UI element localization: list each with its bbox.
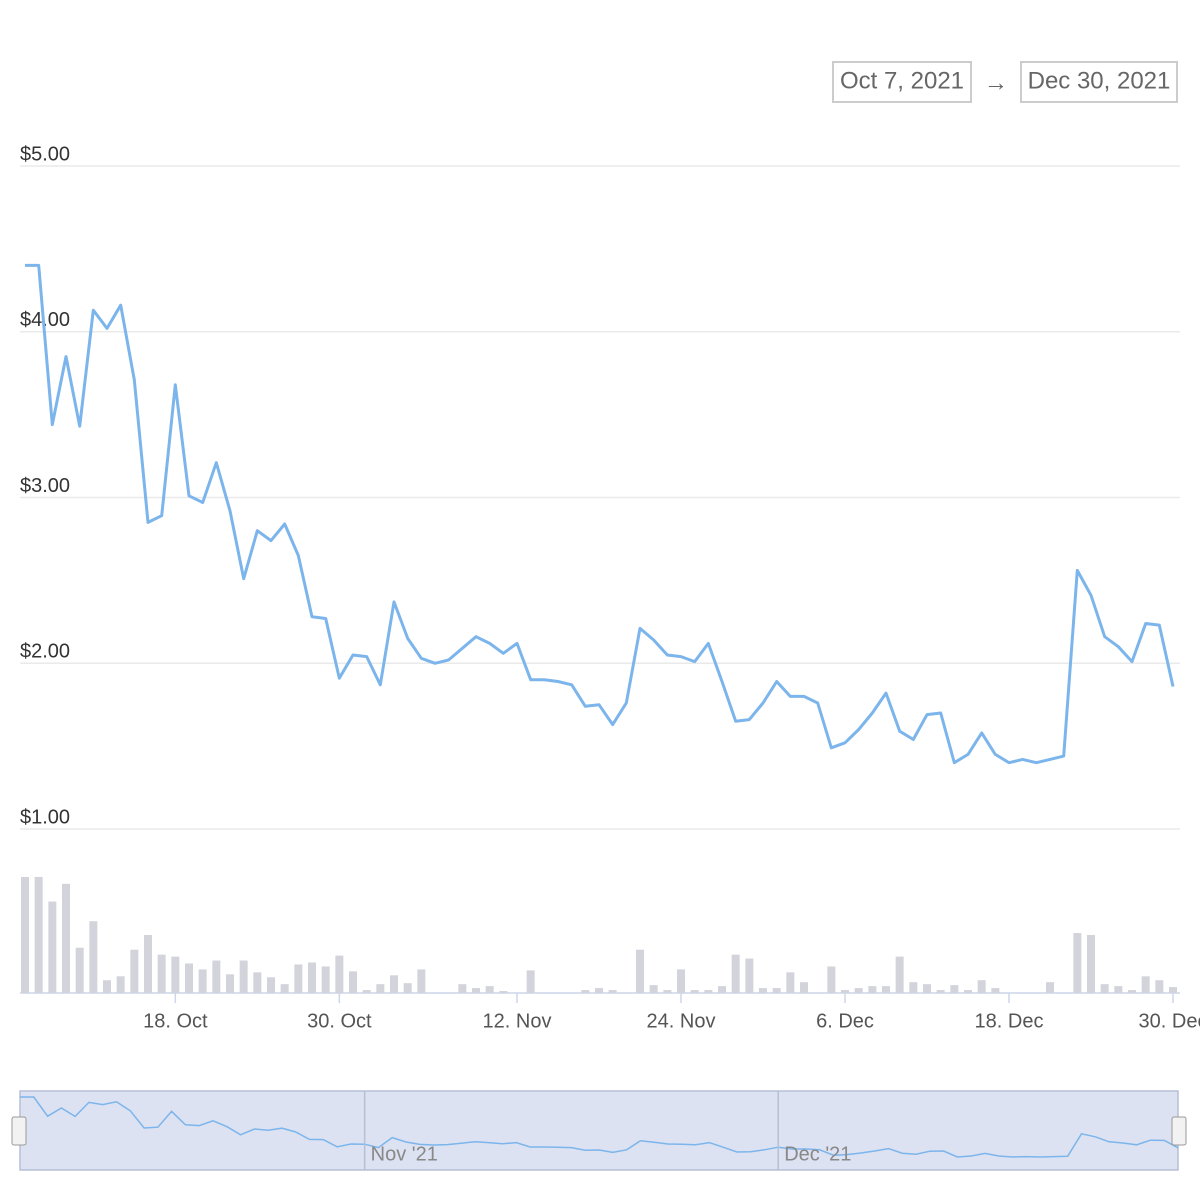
volume-bar: [253, 972, 262, 993]
volume-bar: [964, 990, 972, 993]
volume-bar: [48, 901, 57, 993]
volume-bar: [1141, 976, 1150, 993]
volume-bar: [1100, 984, 1109, 993]
volume-bar: [649, 985, 658, 993]
volume-bar: [403, 983, 412, 993]
volume-bar: [745, 958, 754, 993]
volume-bar: [267, 977, 275, 993]
x-tick-label: 12. Nov: [483, 1010, 552, 1032]
volume-bar: [157, 954, 166, 993]
range-from[interactable]: Oct 7, 2021: [840, 67, 964, 94]
volume-bar: [841, 990, 849, 993]
volume-bar: [62, 883, 70, 993]
volume-bar: [526, 970, 535, 993]
volume-bar: [895, 956, 904, 993]
volume-bar: [1114, 986, 1123, 993]
volume-bar: [772, 988, 781, 993]
volume-bar: [472, 988, 480, 993]
volume-bar: [1087, 934, 1095, 993]
volume-bar: [308, 962, 316, 993]
volume-bar: [854, 988, 863, 993]
volume-bar: [130, 949, 139, 993]
volume-bar: [868, 986, 877, 993]
y-tick-label: $4.00: [20, 309, 70, 331]
volume-bar: [485, 986, 494, 993]
volume-bar: [417, 969, 426, 993]
price-line: [25, 263, 1175, 765]
volume-bar: [636, 949, 644, 993]
volume-bar: [185, 963, 193, 993]
volume-bar: [499, 991, 508, 993]
volume-bar: [786, 972, 795, 993]
x-tick-label: 18. Oct: [143, 1010, 208, 1032]
volume-bar: [677, 969, 685, 993]
volume-bar: [390, 975, 398, 993]
volume-bar: [171, 956, 180, 993]
volume-bar: [1169, 987, 1177, 993]
volume-bar: [731, 954, 740, 993]
volume-bar: [909, 982, 918, 993]
y-tick-label: $1.00: [20, 806, 70, 828]
volume-bar: [800, 982, 808, 993]
volume-bar: [581, 990, 590, 993]
x-tick-label: 30. Oct: [307, 1010, 372, 1032]
x-tick-label: 6. Dec: [816, 1010, 874, 1032]
volume-bar: [34, 876, 43, 993]
navigator-mask[interactable]: [19, 1090, 1179, 1171]
navigator-handle[interactable]: [1171, 1116, 1187, 1146]
volume-bar: [1073, 933, 1082, 993]
x-tick-label: 24. Nov: [647, 1010, 716, 1032]
x-tick-label: 30. Dec: [1139, 1010, 1200, 1032]
volume-bar: [936, 990, 945, 993]
navigator-line: [20, 1096, 1179, 1158]
volume-bar: [977, 980, 986, 993]
volume-bar: [595, 988, 603, 993]
volume-bar: [294, 964, 303, 993]
volume-bar: [663, 990, 672, 993]
volume-bar: [75, 947, 84, 993]
volume-bar: [923, 984, 931, 993]
range-arrow: →: [984, 69, 1008, 96]
volume-bar: [882, 986, 890, 993]
y-tick-label: $3.00: [20, 475, 70, 497]
volume-bar: [212, 960, 221, 993]
y-tick-label: $5.00: [20, 143, 70, 165]
volume-bar: [950, 985, 959, 993]
volume-bar: [1128, 990, 1136, 993]
volume-bar: [362, 990, 371, 993]
x-tick-label: 18. Dec: [975, 1010, 1044, 1032]
volume-bar: [690, 990, 699, 993]
volume-bar: [1046, 982, 1054, 993]
volume-bar: [376, 984, 385, 993]
volume-bar: [280, 984, 289, 993]
navigator-label: Nov '21: [371, 1143, 438, 1165]
volume-bar: [103, 980, 111, 993]
volume-bar: [704, 990, 713, 993]
volume-bar: [349, 971, 357, 993]
range-to[interactable]: Dec 30, 2021: [1028, 67, 1171, 94]
volume-bar: [827, 966, 836, 993]
y-tick-label: $2.00: [20, 641, 70, 663]
volume-bar: [458, 984, 467, 993]
volume-bar: [116, 976, 125, 993]
volume-bar: [991, 988, 1000, 993]
volume-bar: [718, 986, 726, 993]
volume-bar: [226, 974, 234, 993]
navigator-label: Dec '21: [784, 1143, 851, 1165]
volume-bar: [144, 934, 152, 993]
volume-bar: [239, 960, 248, 993]
volume-bar: [321, 966, 330, 993]
volume-bar: [21, 876, 29, 993]
range-to-box[interactable]: [1020, 61, 1178, 103]
volume-bar: [89, 921, 98, 993]
volume-bar: [608, 990, 617, 993]
volume-bar: [198, 969, 207, 993]
volume-bar: [759, 988, 767, 993]
range-from-box[interactable]: [832, 61, 972, 103]
volume-bar: [1155, 980, 1164, 993]
volume-bar: [335, 955, 344, 993]
navigator-handle[interactable]: [11, 1116, 27, 1146]
